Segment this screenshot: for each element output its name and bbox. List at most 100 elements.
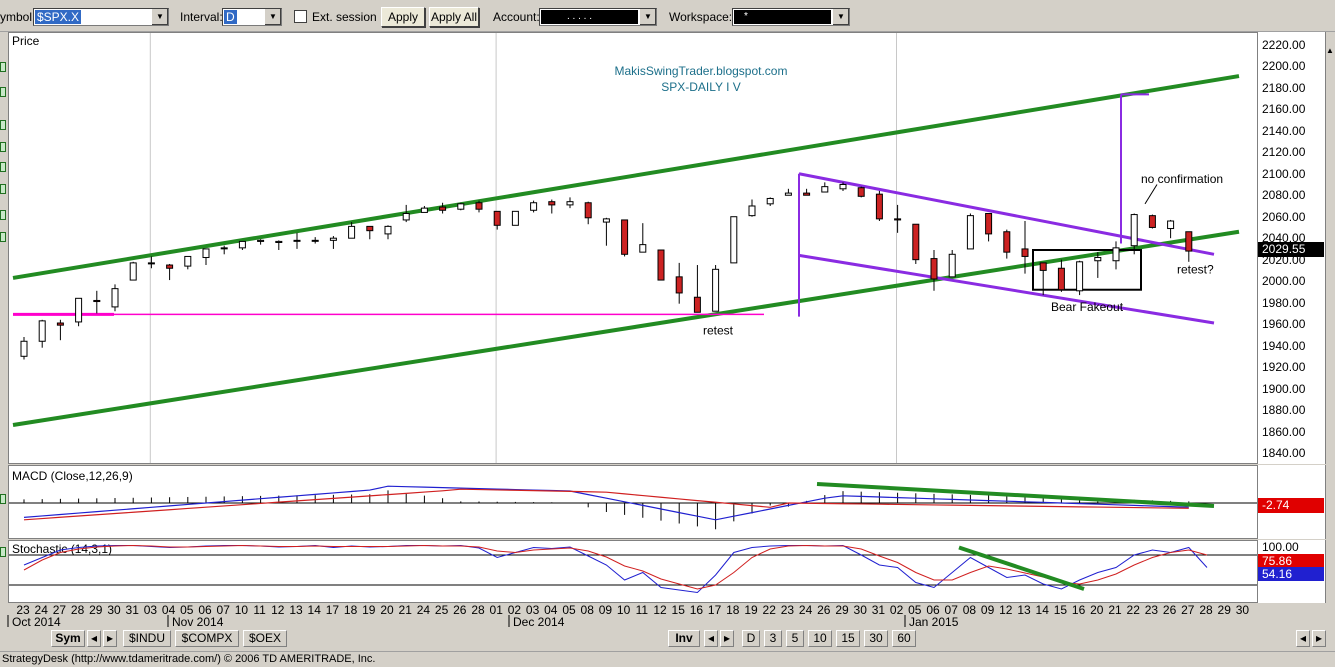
interval-label: Interval: [180,10,223,24]
tab-interval-d[interactable]: D [742,630,760,647]
price-tick-label: 2140.00 [1262,123,1306,138]
tab-indu[interactable]: $INDU [123,630,171,647]
date-tick-label: 26 [817,603,831,617]
tab-interval-3[interactable]: 3 [764,630,782,647]
drawing-tool-icon[interactable] [0,547,6,557]
date-tick-label: 30 [854,603,868,617]
date-tick-label: 15 [672,603,686,617]
price-tick-label: 1860.00 [1262,424,1306,439]
date-tick-label: 01 [490,603,504,617]
date-tick-label: 29 [835,603,849,617]
candle-body [1003,231,1011,253]
price-panel[interactable]: Price MakisSwingTrader.blogspot.com SPX-D… [8,32,1258,464]
price-tick-label: 2120.00 [1262,145,1306,160]
drawing-tool-icon[interactable] [0,162,6,172]
chevron-down-icon[interactable]: ▼ [264,9,281,25]
date-tick-label: 02 [890,603,904,617]
drawing-tool-icon[interactable] [0,210,6,220]
drawing-tool-icon[interactable] [0,87,6,97]
candle-body [166,264,174,269]
interval-combo[interactable]: D ▼ [222,8,282,26]
date-tick-label: 08 [581,603,595,617]
macd-panel[interactable]: MACD (Close,12,26,9) [8,465,1258,539]
date-tick-label: 19 [362,603,376,617]
drawing-tool-icon[interactable] [0,232,6,242]
status-bar: StrategyDesk (http://www.tdameritrade.co… [0,651,1335,667]
date-tick-label: 05 [562,603,576,617]
date-tick-label: 09 [599,603,613,617]
drawing-tool-icon[interactable] [0,184,6,194]
macd-chart-svg [9,482,1257,530]
workspace-combo[interactable]: * ▼ [732,8,850,26]
apply-button[interactable]: Apply [381,7,425,27]
chevron-down-icon[interactable]: ▼ [151,9,168,25]
candle-body [420,207,428,213]
tab-compx[interactable]: $COMPX [175,630,239,647]
tab-interval-15[interactable]: 15 [836,630,860,647]
symbol-value[interactable]: $SPX.X [35,10,82,24]
drawing-tool-icon[interactable] [0,62,6,72]
apply-all-button[interactable]: Apply All [429,7,479,27]
ext-session-checkbox[interactable] [294,10,307,23]
date-tick-label: 18 [344,603,358,617]
date-tick-label: 21 [399,603,413,617]
account-value[interactable]: . . . . . [541,10,638,24]
toolbar: ymbol: $SPX.X ▼ Interval: D ▼ Ext. sessi… [0,0,1335,32]
drawing-tool-icon[interactable] [0,120,6,130]
candle-body [1057,267,1065,291]
date-tick-label: 10 [235,603,249,617]
date-tick-label: 22 [1127,603,1141,617]
tab-oex[interactable]: $OEX [243,630,287,647]
bear-fakeout-box [1032,249,1142,291]
sym-tab[interactable]: Sym [51,630,85,647]
scroll-left-icon[interactable]: ◂ [1296,630,1310,647]
scroll-left-icon[interactable]: ◂ [704,630,718,647]
candle-body [803,192,811,196]
candle-body [311,239,319,242]
inv-tab[interactable]: Inv [668,630,700,647]
interval-value[interactable]: D [224,10,237,24]
date-tick-label: 03 [526,603,540,617]
stoch-value-badge: 54.16 [1258,567,1324,581]
candle-body [857,187,865,197]
scroll-left-icon[interactable]: ◂ [87,630,101,647]
candle-body [748,205,756,217]
account-combo[interactable]: . . . . . ▼ [539,8,657,26]
candle-body [1112,247,1120,262]
stochastic-axis: 100.00 75.86 54.16 [1258,540,1326,603]
tab-interval-60[interactable]: 60 [892,630,916,647]
symbol-combo[interactable]: $SPX.X ▼ [33,8,169,26]
date-tick-label: 28 [1199,603,1213,617]
workspace-value[interactable]: * [734,10,831,24]
chevron-down-icon[interactable]: ▼ [832,9,849,25]
date-tick-label: 19 [744,603,758,617]
date-tick-label: 05 [180,603,194,617]
scroll-up-icon[interactable]: ▲ [1326,46,1334,55]
tab-interval-5[interactable]: 5 [786,630,804,647]
price-tick-label: 2040.00 [1262,231,1306,246]
candle-body [985,212,993,235]
stochastic-panel[interactable]: Stochastic (14,3,1) [8,540,1258,603]
candle-body [129,262,137,281]
candle-body [38,320,46,342]
price-tick-label: 2220.00 [1262,38,1306,52]
date-tick-label: 23 [781,603,795,617]
scroll-right-icon[interactable]: ▸ [720,630,734,647]
candle-body [966,215,974,250]
vertical-scrollbar[interactable]: ▲ [1326,32,1335,627]
tab-interval-30[interactable]: 30 [864,630,888,647]
scroll-right-icon[interactable]: ▸ [1312,630,1326,647]
date-tick-label: 16 [1072,603,1086,617]
chevron-down-icon[interactable]: ▼ [639,9,656,25]
candle-body [457,203,465,210]
drawing-tool-icon[interactable] [0,142,6,152]
candle-body [530,202,538,211]
tab-interval-10[interactable]: 10 [808,630,832,647]
candle-body [602,218,610,223]
candle-body [930,258,938,280]
candle-body [56,322,64,326]
drawing-tool-icon[interactable] [0,494,6,504]
scroll-right-icon[interactable]: ▸ [103,630,117,647]
month-label: Dec 2014 [513,615,565,627]
date-tick-label: 12 [271,603,285,617]
